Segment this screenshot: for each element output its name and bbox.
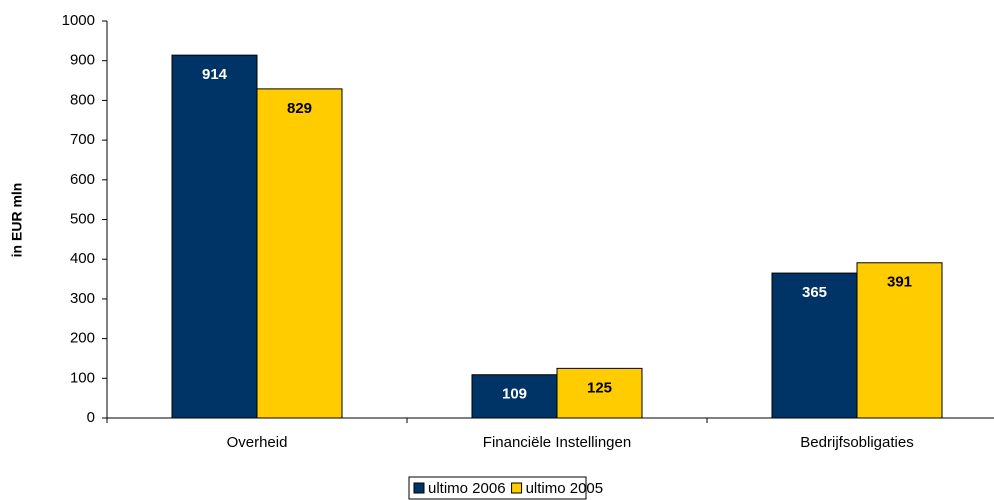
y-tick-label: 700: [70, 131, 95, 148]
bar: [171, 54, 258, 419]
x-tick-label: Financiële Instellingen: [483, 434, 631, 451]
bar: [471, 374, 558, 419]
legend-swatch: [413, 482, 425, 494]
y-tick-label: 900: [70, 52, 95, 69]
legend-label: ultimo 2005: [526, 480, 604, 497]
legend: ultimo 2006 ultimo 2005: [408, 476, 604, 500]
data-label: 125: [587, 379, 612, 396]
bar: [856, 262, 943, 419]
y-tick-label: 400: [70, 250, 95, 267]
data-label: 829: [287, 100, 312, 117]
y-tick-label: 100: [70, 369, 95, 386]
y-tick-label: 200: [70, 330, 95, 347]
y-tick-label: 800: [70, 91, 95, 108]
data-label: 365: [802, 284, 827, 301]
bar: [256, 88, 343, 419]
bar: [771, 272, 858, 419]
y-tick-label: 600: [70, 171, 95, 188]
x-tick-label: Bedrijfsobligaties: [800, 434, 913, 451]
y-tick-label: 300: [70, 290, 95, 307]
data-label: 391: [887, 274, 912, 291]
bar: [556, 367, 643, 419]
data-label: 109: [502, 386, 527, 403]
legend-swatch: [511, 482, 523, 494]
y-axis-label: in EUR mln: [9, 183, 25, 258]
data-label: 914: [202, 66, 228, 83]
y-tick-label: 1000: [62, 12, 95, 29]
legend-box: [408, 476, 587, 500]
x-tick-label: Overheid: [227, 434, 288, 451]
legend-label: ultimo 2006: [428, 480, 506, 497]
y-tick-label: 0: [87, 409, 95, 426]
y-tick-label: 500: [70, 210, 95, 227]
